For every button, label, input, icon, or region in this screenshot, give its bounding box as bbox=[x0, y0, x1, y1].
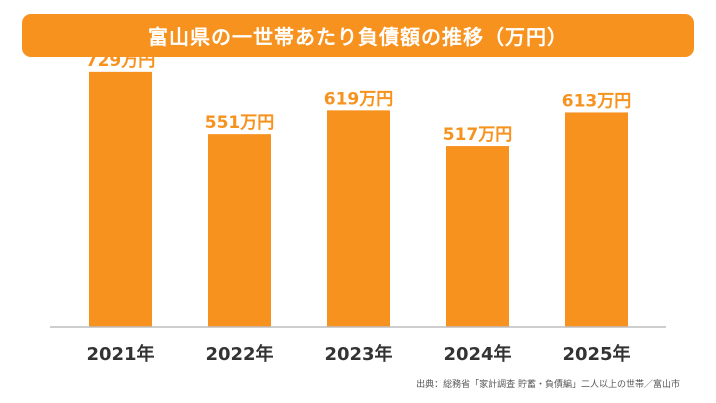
title-banner: 富山県の一世帯あたり負債額の推移（万円） bbox=[22, 14, 694, 57]
data-label: 729万円 bbox=[86, 51, 156, 71]
chart-title: 富山県の一世帯あたり負債額の推移（万円） bbox=[148, 25, 568, 49]
data-label: 613万円 bbox=[562, 91, 632, 111]
category-label: 2024年 bbox=[443, 343, 511, 365]
category-label: 2021年 bbox=[86, 343, 154, 365]
source-note: 出典：総務省「家計調査 貯蓄・負債編」二人以上の世帯／富山市 bbox=[416, 380, 680, 390]
data-label: 619万円 bbox=[324, 89, 394, 109]
bar bbox=[446, 146, 509, 327]
data-label: 551万円 bbox=[205, 113, 275, 133]
bar bbox=[327, 110, 390, 327]
bar bbox=[89, 71, 152, 327]
category-label: 2022年 bbox=[205, 343, 273, 365]
category-label: 2023年 bbox=[324, 343, 392, 365]
category-label: 2025年 bbox=[562, 343, 630, 365]
data-label: 517万円 bbox=[443, 125, 513, 145]
bar bbox=[565, 112, 628, 327]
bar bbox=[208, 134, 271, 327]
